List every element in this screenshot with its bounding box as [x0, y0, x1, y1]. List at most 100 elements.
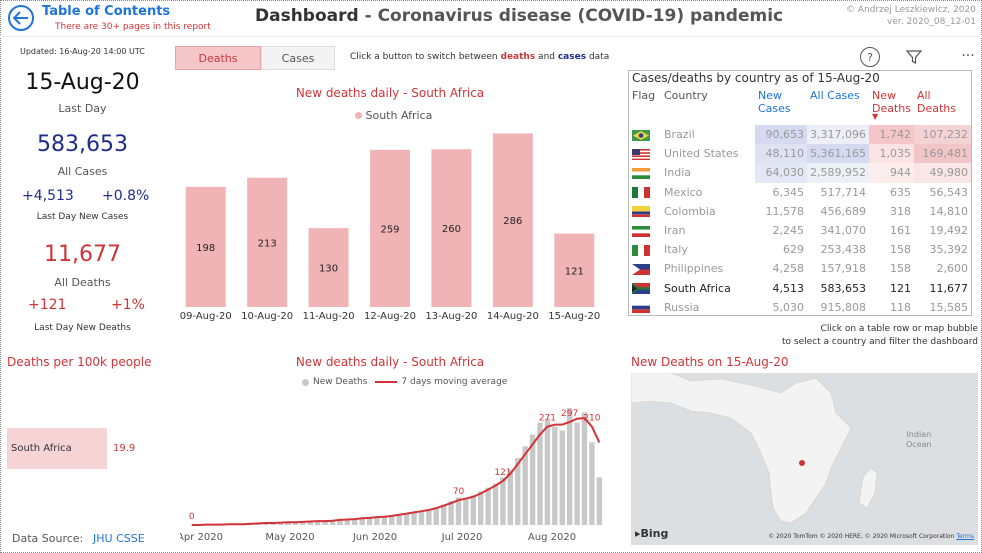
- trend-bar[interactable]: [292, 521, 299, 525]
- trend-bar[interactable]: [440, 504, 447, 525]
- trend-annotation: 70: [453, 487, 465, 497]
- trend-bar[interactable]: [463, 499, 469, 525]
- table-row[interactable]: Mexico 6,345 517,714 635 56,543: [629, 183, 971, 202]
- col-flag[interactable]: Flag: [632, 89, 656, 102]
- more-icon[interactable]: ···: [961, 48, 975, 64]
- trend-bar[interactable]: [352, 518, 358, 525]
- trend-bar[interactable]: [566, 408, 573, 525]
- trend-bar[interactable]: [515, 458, 521, 525]
- map[interactable]: Indian Ocean ▸Bing © 2020 TomTom © 2020 …: [631, 373, 978, 545]
- trend-bar[interactable]: [344, 519, 351, 525]
- page-title-main: Dashboard: [255, 6, 359, 26]
- map-attribution-text: © 2020 TomTom © 2020 HERE, © 2020 Micros…: [768, 533, 955, 540]
- bar-4[interactable]: [431, 149, 472, 307]
- deaths-button[interactable]: Deaths: [175, 46, 261, 70]
- trend-bar[interactable]: [455, 497, 462, 525]
- per100k-bar[interactable]: [7, 428, 107, 469]
- credit: © Andrzej Leszkiewicz, 2020 ver. 2020_08…: [846, 4, 976, 28]
- trend-bar[interactable]: [537, 422, 543, 525]
- per100k-value: 19.9: [113, 443, 136, 454]
- bar-value-label: 198: [196, 243, 215, 254]
- col-all-cases[interactable]: All Cases: [810, 89, 860, 102]
- col-all-deaths[interactable]: All Deaths: [916, 89, 956, 115]
- trend-bar[interactable]: [337, 519, 343, 525]
- table-row[interactable]: Italy 629 253,438 158 35,392: [629, 240, 971, 259]
- table-row[interactable]: Brazil 90,653 3,317,096 1,742 107,232: [629, 125, 971, 145]
- trend-bar[interactable]: [418, 510, 425, 525]
- row-new-deaths: 158: [889, 262, 911, 276]
- trend-bar[interactable]: [277, 522, 284, 525]
- row-new-cases: 64,030: [755, 163, 807, 183]
- toc-link[interactable]: Table of Contents: [42, 4, 171, 19]
- trend-annotation: 0: [189, 512, 195, 522]
- legend-dot-icon: [355, 112, 362, 119]
- table-row[interactable]: Colombia 11,578 456,689 318 14,810: [629, 202, 971, 221]
- trend-bar[interactable]: [396, 514, 402, 525]
- bar-3[interactable]: [370, 149, 410, 307]
- trend-bar[interactable]: [322, 521, 328, 525]
- table-row[interactable]: Iran 2,245 341,070 161 19,492: [629, 221, 971, 240]
- trend-bar[interactable]: [448, 501, 454, 525]
- trend-bar[interactable]: [426, 509, 432, 525]
- table-row[interactable]: India 64,030 2,589,952 944 49,980: [629, 163, 971, 183]
- row-all-cases: 456,689: [820, 204, 866, 218]
- trend-bar[interactable]: [307, 521, 313, 525]
- table-row[interactable]: South Africa 4,513 583,653 121 11,677: [629, 279, 971, 298]
- top-bar: Table of Contents There are 30+ pages in…: [0, 0, 982, 37]
- table-row[interactable]: Philippines 4,258 157,918 158 2,600: [629, 259, 971, 278]
- trend-bar[interactable]: [433, 507, 439, 525]
- trend-bar[interactable]: [589, 442, 595, 525]
- back-arrow-icon[interactable]: [8, 5, 34, 31]
- trend-bar[interactable]: [470, 495, 477, 525]
- map-bubble[interactable]: [799, 460, 805, 466]
- trend-bar[interactable]: [485, 487, 491, 525]
- trend-bar[interactable]: [359, 517, 365, 525]
- sort-desc-icon: ▼: [871, 112, 879, 121]
- table-row[interactable]: Russia 5,030 915,808 118 15,585: [629, 298, 971, 315]
- trend-bar[interactable]: [381, 516, 388, 525]
- trend-bar[interactable]: [478, 491, 484, 525]
- trend-bar[interactable]: [596, 477, 602, 525]
- trend-bar[interactable]: [581, 412, 588, 525]
- trend-bar[interactable]: [507, 469, 514, 525]
- trend-bar[interactable]: [552, 426, 558, 525]
- trend-bar[interactable]: [285, 522, 291, 525]
- row-country: Brazil: [664, 128, 695, 142]
- col-new-deaths-label: New Deaths: [871, 89, 911, 115]
- table-row[interactable]: United States 48,110 5,361,165 1,035 169,481: [629, 144, 971, 164]
- bar-6[interactable]: [554, 233, 595, 307]
- trend-bar[interactable]: [366, 517, 373, 525]
- trend-bar[interactable]: [374, 517, 380, 525]
- col-new-cases[interactable]: New Cases: [758, 89, 791, 115]
- trend-bar[interactable]: [574, 422, 580, 525]
- map-terms-link[interactable]: Terms: [956, 533, 974, 540]
- trend-bar[interactable]: [389, 515, 395, 525]
- trend-bar[interactable]: [300, 521, 306, 525]
- trend-bar[interactable]: [544, 418, 551, 525]
- bar-5[interactable]: [492, 133, 533, 307]
- bar-0[interactable]: [185, 186, 226, 307]
- trend-bar[interactable]: [492, 483, 499, 525]
- trend-bar[interactable]: [314, 520, 321, 525]
- trend-legend-line: 7 days moving average: [401, 377, 508, 387]
- trend-bar[interactable]: [529, 434, 536, 525]
- filter-icon[interactable]: [904, 47, 924, 67]
- bar-1[interactable]: [247, 177, 288, 307]
- trend-bar[interactable]: [559, 430, 565, 525]
- trend-bar[interactable]: [522, 446, 528, 525]
- data-source-link[interactable]: JHU CSSE: [93, 532, 145, 545]
- trend-bar[interactable]: [500, 477, 506, 525]
- trend-bar[interactable]: [411, 512, 417, 525]
- trend-bar[interactable]: [403, 513, 410, 525]
- all-deaths-label: All Deaths: [54, 276, 111, 289]
- row-country: Iran: [664, 224, 686, 238]
- col-new-deaths[interactable]: New Deaths ▼: [869, 87, 914, 125]
- bar-2[interactable]: [308, 228, 349, 307]
- help-icon[interactable]: ?: [860, 47, 880, 67]
- trend-bar[interactable]: [329, 520, 336, 525]
- row-new-cases: 5,030: [772, 300, 805, 314]
- cases-button[interactable]: Cases: [261, 46, 335, 70]
- col-country[interactable]: Country: [664, 89, 708, 102]
- trend-bar[interactable]: [263, 523, 269, 525]
- moving-average-line: [191, 416, 601, 526]
